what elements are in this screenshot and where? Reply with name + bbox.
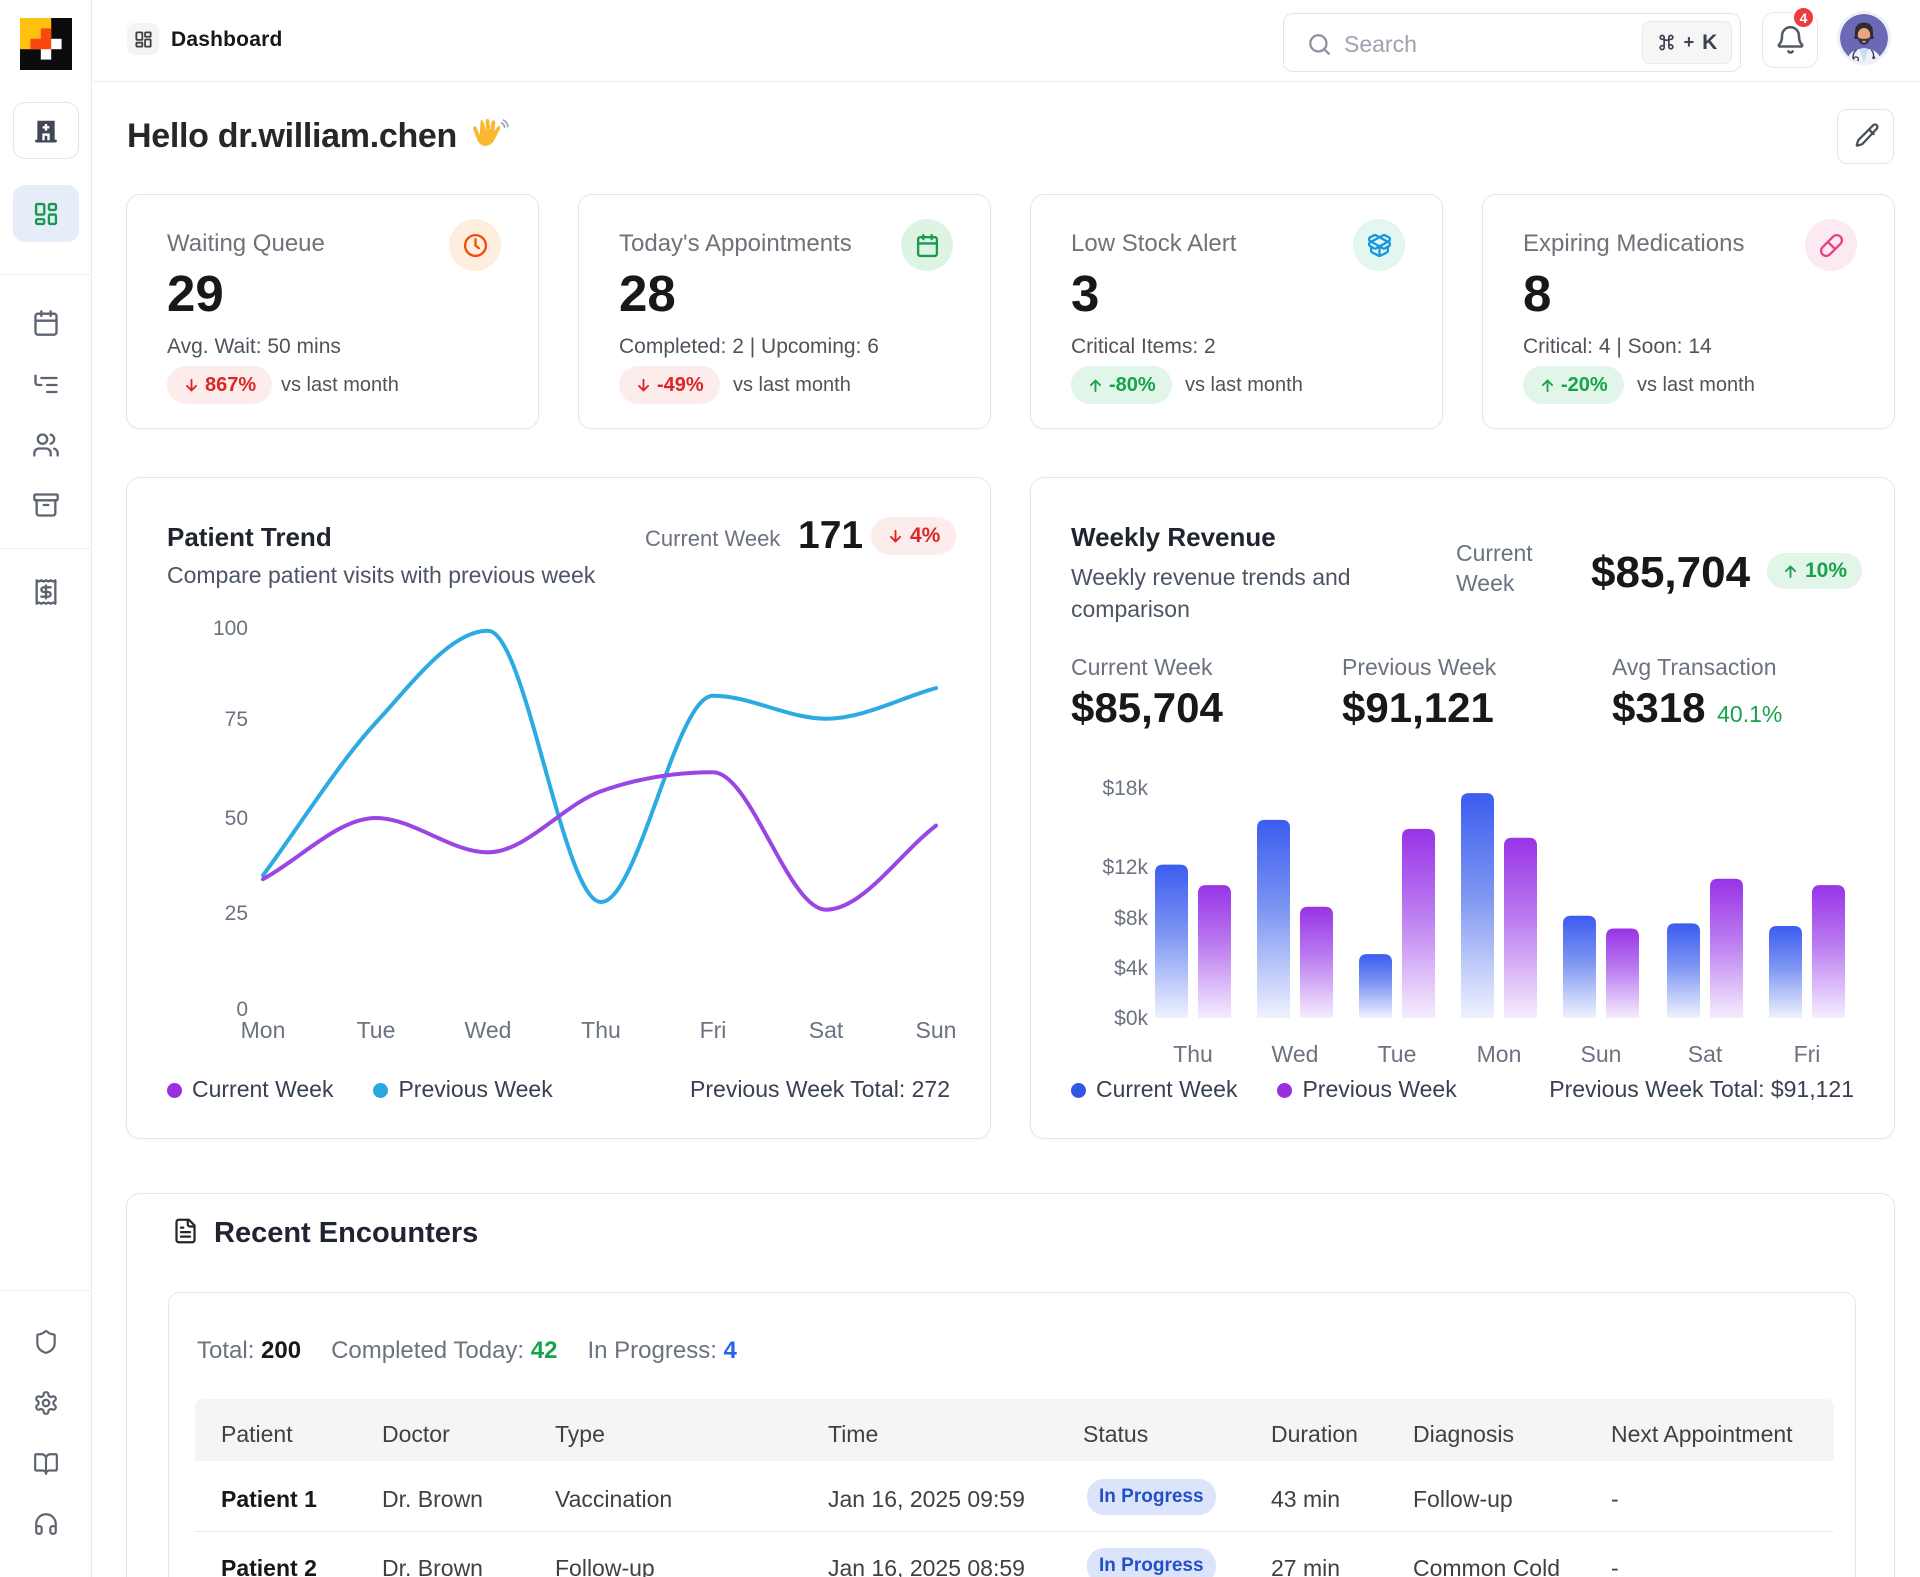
svg-text:$12k: $12k (1102, 856, 1148, 879)
svg-text:Mon: Mon (1477, 1041, 1522, 1067)
svg-text:Sun: Sun (1581, 1041, 1622, 1067)
svg-text:0: 0 (236, 998, 248, 1021)
svg-text:Tue: Tue (357, 1017, 396, 1043)
svg-text:100: 100 (213, 617, 248, 640)
svg-text:Wed: Wed (465, 1017, 512, 1043)
svg-text:Thu: Thu (1173, 1041, 1213, 1067)
svg-text:$8k: $8k (1114, 907, 1148, 930)
svg-text:Thu: Thu (581, 1017, 621, 1043)
svg-text:$0k: $0k (1114, 1007, 1148, 1030)
svg-text:25: 25 (225, 902, 248, 925)
svg-text:Sun: Sun (916, 1017, 957, 1043)
svg-text:$4k: $4k (1114, 957, 1148, 980)
svg-text:Sat: Sat (809, 1017, 844, 1043)
svg-text:Fri: Fri (700, 1017, 727, 1043)
svg-text:Mon: Mon (241, 1017, 286, 1043)
svg-text:Sat: Sat (1688, 1041, 1723, 1067)
svg-text:$18k: $18k (1102, 777, 1148, 800)
svg-text:75: 75 (225, 708, 248, 731)
svg-text:Tue: Tue (1378, 1041, 1417, 1067)
svg-text:Fri: Fri (1794, 1041, 1821, 1067)
svg-text:Wed: Wed (1272, 1041, 1319, 1067)
svg-text:50: 50 (225, 807, 248, 830)
